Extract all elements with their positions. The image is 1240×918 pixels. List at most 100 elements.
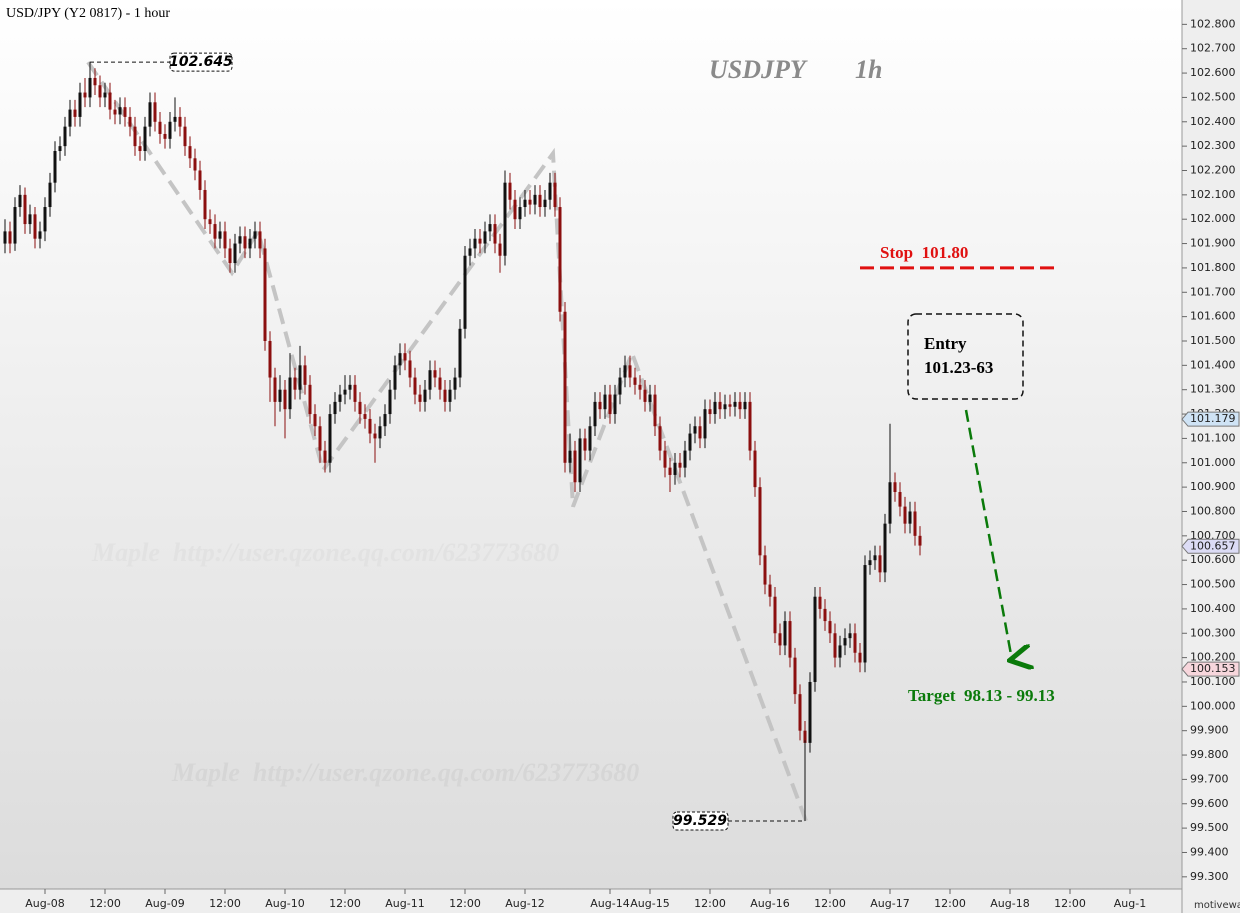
- candle-body: [108, 92, 112, 110]
- entry-range: 101.23-63: [924, 358, 993, 377]
- x-tick-label: 12:00: [694, 897, 726, 910]
- candle-body: [83, 92, 87, 98]
- x-tick-label: 12:00: [89, 897, 121, 910]
- candle-body: [733, 401, 737, 407]
- candle-body: [823, 608, 827, 622]
- y-tick-label: 100.400: [1190, 602, 1236, 615]
- candle-body: [763, 555, 767, 585]
- y-tick-label: 100.300: [1190, 626, 1236, 639]
- candle-body: [378, 426, 382, 439]
- candle-body: [458, 328, 462, 378]
- candle-body: [223, 231, 227, 249]
- candle-body: [903, 506, 907, 524]
- candle-body: [623, 365, 627, 378]
- candle-body: [78, 92, 82, 117]
- candle-body: [788, 621, 792, 658]
- candle-body: [8, 231, 12, 244]
- candle-body: [688, 433, 692, 451]
- candle-body: [488, 224, 492, 232]
- price-marker: [1181, 661, 1240, 677]
- candle-body: [323, 450, 327, 463]
- x-tick-label: Aug-16: [750, 897, 789, 910]
- candle-body: [68, 109, 72, 127]
- candle-body: [748, 401, 752, 451]
- candle-body: [53, 151, 57, 183]
- y-tick-label: 101.800: [1190, 261, 1236, 274]
- x-tick-label: Aug-15: [630, 897, 669, 910]
- y-tick-label: 99.800: [1190, 748, 1229, 761]
- candle-body: [103, 92, 107, 98]
- y-tick-label: 102.200: [1190, 163, 1236, 176]
- candle-body: [133, 126, 137, 147]
- candle-body: [708, 409, 712, 415]
- x-tick-label: Aug-11: [385, 897, 424, 910]
- candle-body: [398, 353, 402, 366]
- x-tick-label: Aug-08: [25, 897, 64, 910]
- candle-body: [283, 389, 287, 410]
- candle-body: [48, 182, 52, 208]
- wave-line: [86, 60, 808, 822]
- y-tick-label: 102.700: [1190, 42, 1236, 55]
- candle-body: [308, 384, 312, 415]
- candle-body: [173, 116, 177, 122]
- candle-body: [548, 182, 552, 200]
- y-tick-label: 100.500: [1190, 578, 1236, 591]
- x-tick-label: Aug-12: [505, 897, 544, 910]
- candle-body: [118, 107, 122, 115]
- candle-body: [678, 462, 682, 468]
- candle-body: [313, 414, 317, 427]
- price-marker-label: 100.657: [1190, 539, 1236, 552]
- candle-body: [758, 487, 762, 556]
- candle-body: [608, 394, 612, 415]
- candle-body: [908, 511, 912, 524]
- candle-body: [673, 462, 677, 475]
- candle-body: [723, 404, 727, 410]
- candle-body: [193, 158, 197, 171]
- candle-body: [818, 596, 822, 609]
- y-tick-label: 101.900: [1190, 237, 1236, 250]
- candle-body: [768, 584, 772, 597]
- candle-body: [33, 214, 37, 239]
- y-tick-label: 102.000: [1190, 212, 1236, 225]
- candle-body: [348, 384, 352, 390]
- candle-body: [23, 194, 27, 225]
- y-tick-label: 99.900: [1190, 724, 1229, 737]
- y-tick-label: 101.000: [1190, 456, 1236, 469]
- y-tick-label: 100.000: [1190, 699, 1236, 712]
- candle-body: [843, 638, 847, 646]
- candle-body: [753, 450, 757, 488]
- candle-body: [568, 450, 572, 463]
- entry-box: [907, 313, 1024, 400]
- y-tick-label: 101.600: [1190, 310, 1236, 323]
- entry-label: Entry: [924, 334, 967, 353]
- candle-body: [438, 377, 442, 390]
- candle-body: [178, 116, 182, 127]
- candle-body: [328, 414, 332, 463]
- candle-body: [658, 426, 662, 451]
- candle-body: [898, 491, 902, 507]
- x-tick-label: Aug-17: [870, 897, 909, 910]
- candle-body: [18, 194, 22, 208]
- candle-body: [228, 248, 232, 264]
- chart-layer: 102.645 99.529 Stop 101.80 Target 98.13 - 9…: [3, 52, 1055, 831]
- x-tick-label: 12:00: [934, 897, 966, 910]
- candle-body: [403, 353, 407, 361]
- candle-body: [303, 365, 307, 385]
- price-marker: [1181, 411, 1240, 427]
- x-tick-label: 12:00: [814, 897, 846, 910]
- y-tick-label: 101.100: [1190, 431, 1236, 444]
- candle-body: [773, 596, 777, 634]
- candle-body: [198, 170, 202, 190]
- price-marker-label: 100.153: [1190, 662, 1236, 675]
- y-tick-label: 101.500: [1190, 334, 1236, 347]
- y-tick-label: 102.100: [1190, 188, 1236, 201]
- target-label: Target 98.13 - 99.13: [908, 686, 1055, 705]
- price-marker: [1181, 538, 1240, 554]
- y-tick-label: 99.300: [1190, 870, 1229, 883]
- candle-body: [853, 633, 857, 653]
- candle-body: [718, 401, 722, 410]
- candle-body: [143, 126, 147, 152]
- candle-body: [538, 194, 542, 208]
- x-tick-label: 12:00: [1054, 897, 1086, 910]
- candle-body: [183, 126, 187, 147]
